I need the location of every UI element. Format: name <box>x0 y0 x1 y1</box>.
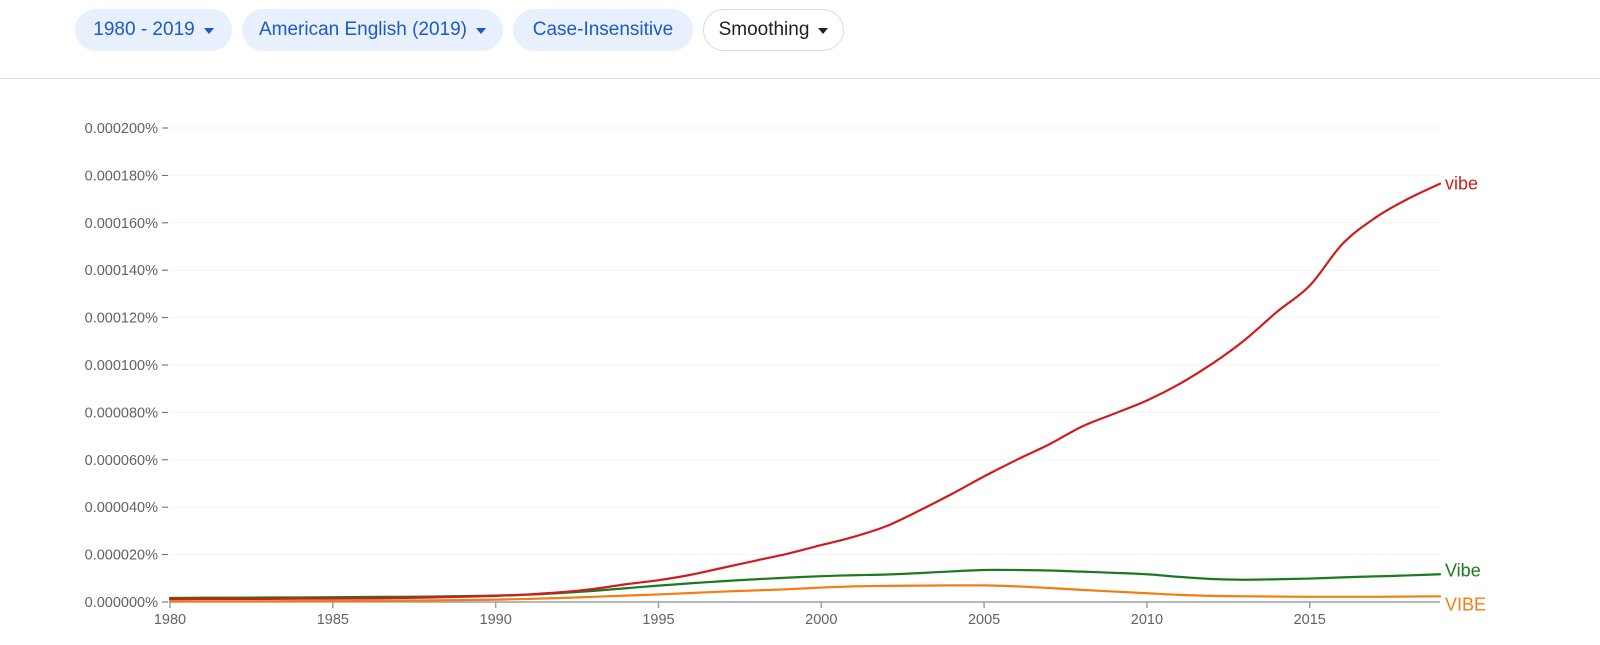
x-tick-label: 2015 <box>1294 612 1326 628</box>
chevron-down-icon <box>203 28 214 34</box>
y-tick-label: 0.000080% <box>85 405 158 421</box>
chevron-down-icon <box>818 28 829 34</box>
y-tick-label: 0.000060% <box>85 453 158 469</box>
series-label: vibe <box>1445 174 1478 194</box>
x-tick-label: 2010 <box>1131 612 1163 628</box>
chevron-down-icon <box>476 28 487 34</box>
series-line-vibe-2 <box>168 584 1442 603</box>
toolbar: 1980 - 2019 American English (2019) Case… <box>0 0 1600 79</box>
x-tick-label: 1985 <box>317 612 349 628</box>
corpus-dropdown[interactable]: American English (2019) <box>242 9 503 51</box>
y-tick-label: 0.000040% <box>85 500 158 516</box>
series-label: VIBE <box>1445 594 1486 614</box>
series-line-vibe-0 <box>168 182 1442 601</box>
x-tick-label: 1990 <box>480 612 512 628</box>
smoothing-dropdown[interactable]: Smoothing <box>703 9 844 51</box>
y-tick-label: 0.000140% <box>85 263 158 279</box>
x-tick-label: 1995 <box>642 612 674 628</box>
y-tick-label: 0.000200% <box>85 121 158 137</box>
chart-gridlines <box>170 127 1440 556</box>
x-tick-label: 2005 <box>968 612 1000 628</box>
y-axis: 0.000000% 0.000020% 0.000040% 0.000060% 0.00… <box>85 121 168 611</box>
y-tick-label: 0.000160% <box>85 216 158 232</box>
y-tick-label: 0.000020% <box>85 548 158 564</box>
y-tick-label: 0.000120% <box>85 311 158 327</box>
x-tick-label: 1980 <box>154 612 186 628</box>
series-labels: VIBE Vibe vibe <box>1445 174 1486 615</box>
x-tick-label: 2000 <box>805 612 837 628</box>
series-line-vibe-1 <box>168 568 1442 600</box>
date-range-label: 1980 - 2019 <box>93 19 195 40</box>
y-tick-label: 0.000100% <box>85 358 158 374</box>
case-insensitive-toggle[interactable]: Case-Insensitive <box>513 9 693 51</box>
case-insensitive-label: Case-Insensitive <box>532 19 674 40</box>
date-range-dropdown[interactable]: 1980 - 2019 <box>75 9 232 51</box>
smoothing-label: Smoothing <box>718 19 810 40</box>
corpus-label: American English (2019) <box>258 19 468 40</box>
ngram-line-chart: 0.000000% 0.000020% 0.000040% 0.000060% 0.00… <box>85 121 1486 628</box>
series-label: Vibe <box>1445 560 1481 580</box>
series-lines <box>168 182 1442 603</box>
x-axis: 1980 1985 1990 1995 2000 2005 2010 2015 <box>154 601 1440 628</box>
y-tick-label: 0.000000% <box>85 595 158 611</box>
y-tick-label: 0.000180% <box>85 168 158 184</box>
